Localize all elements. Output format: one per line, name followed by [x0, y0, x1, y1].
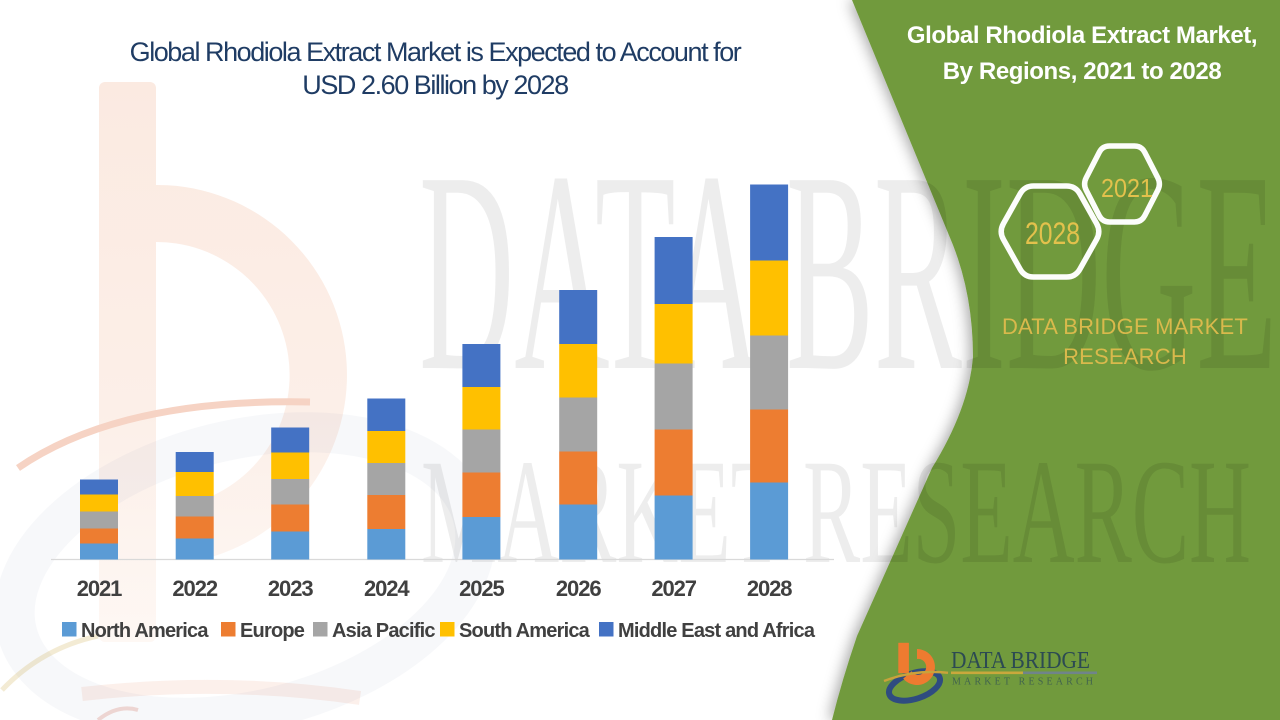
svg-text:2024: 2024 [364, 576, 410, 601]
svg-text:2026: 2026 [556, 576, 601, 601]
svg-text:2021: 2021 [77, 576, 122, 601]
svg-text:2027: 2027 [651, 576, 696, 601]
svg-text:2022: 2022 [172, 576, 217, 601]
svg-text:2028: 2028 [747, 576, 792, 601]
svg-text:MARKET RESEARCH: MARKET RESEARCH [952, 677, 1093, 688]
svg-text:Middle East and Africa: Middle East and Africa [618, 620, 816, 642]
svg-text:Europe: Europe [240, 620, 305, 642]
svg-text:2028: 2028 [1025, 215, 1080, 251]
svg-text:2021: 2021 [1101, 173, 1153, 203]
svg-text:North America: North America [81, 620, 209, 642]
svg-text:DATA BRIDGE: DATA BRIDGE [951, 648, 1090, 674]
svg-text:South America: South America [459, 620, 591, 642]
svg-text:2023: 2023 [268, 576, 313, 601]
svg-text:Asia Pacific: Asia Pacific [332, 620, 435, 642]
svg-text:2025: 2025 [459, 576, 504, 601]
